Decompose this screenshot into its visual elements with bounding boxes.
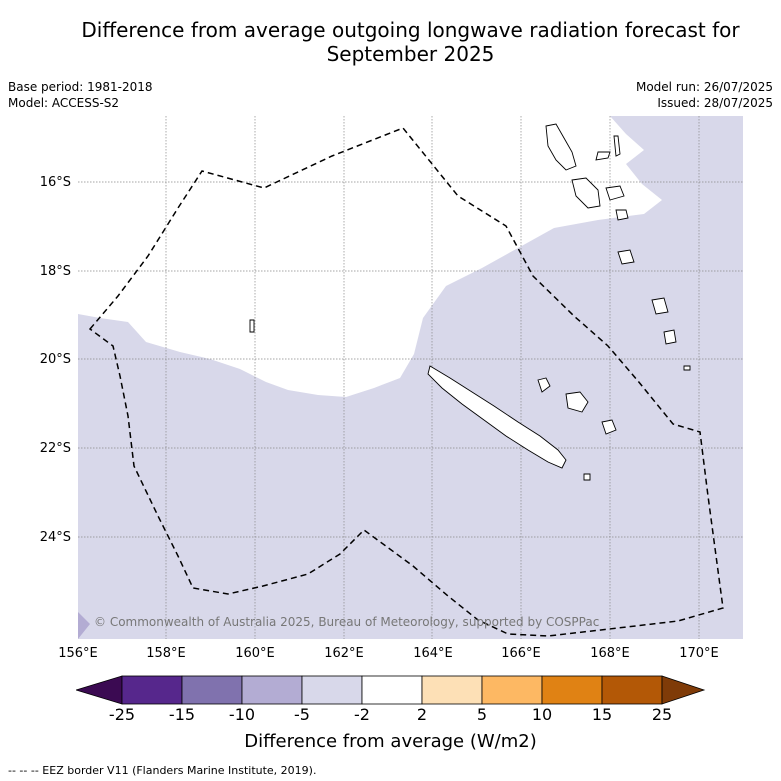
model-label: Model: ACCESS-S2	[8, 96, 120, 110]
lon-tick-162e: 162°E	[324, 646, 364, 661]
vanuatu-efate	[615, 209, 629, 221]
colorbar-bin-neg5-neg2	[301, 675, 363, 705]
colorbar-bin-neg10-neg5	[241, 675, 303, 705]
colorbar-tick-10: 10	[531, 705, 553, 724]
colorbar-tick-2: 2	[416, 705, 428, 724]
colorbar-bin-5-10	[481, 675, 543, 705]
copyright-text: © Commonwealth of Australia 2025, Bureau…	[94, 615, 599, 629]
colorbar-bin-15-25	[601, 675, 663, 705]
meta-left: Base period: 1981-2018 Model: ACCESS-S2	[8, 79, 153, 111]
lat-tick-18s: 18°S	[39, 264, 71, 279]
colorbar-tick-neg10: -10	[228, 705, 256, 724]
vanuatu-pentecost	[595, 151, 611, 161]
vanuatu-santo	[545, 123, 577, 171]
meta-right: Model run: 26/07/2025 Issued: 28/07/2025	[636, 79, 773, 111]
colorbar-bin-neg15-neg10	[181, 675, 243, 705]
vanuatu-ambrym	[605, 185, 625, 201]
colorbar-bin-10-15	[541, 675, 603, 705]
footnote-eez-source: -- -- -- EEZ border V11 (Flanders Marine…	[8, 764, 317, 777]
loyalty-island-lifou	[565, 391, 589, 413]
colorbar-tick-5: 5	[476, 705, 488, 724]
coastlines	[249, 123, 691, 481]
colorbar-bin-2-5	[421, 675, 483, 705]
isle-of-pines	[583, 473, 591, 481]
neutral-anomaly-region	[78, 116, 662, 397]
lat-tick-16s: 16°S	[39, 175, 71, 190]
colorbar-tick-neg2: -2	[354, 705, 370, 724]
colorbar	[76, 675, 706, 705]
vanuatu-aneityum	[663, 329, 677, 345]
colorbar-tick-neg25: -25	[108, 705, 136, 724]
lon-tick-158e: 158°E	[146, 646, 186, 661]
map-panel[interactable]: © Commonwealth of Australia 2025, Bureau…	[78, 116, 743, 639]
new-caledonia-island	[427, 365, 567, 469]
colorbar-tick-neg5: -5	[294, 705, 310, 724]
lat-tick-24s: 24°S	[39, 530, 71, 545]
lat-tick-20s: 20°S	[39, 352, 71, 367]
colorbar-extend-low	[76, 675, 123, 705]
colorbar-tick-25: 25	[651, 705, 673, 724]
loyalty-island-mare	[601, 419, 617, 435]
vanuatu-malakula	[571, 177, 601, 209]
lon-tick-164e: 164°E	[413, 646, 453, 661]
lon-tick-160e: 160°E	[235, 646, 275, 661]
lon-tick-168e: 168°E	[590, 646, 630, 661]
loyalty-island-ouvea	[537, 377, 551, 393]
vanuatu-erromango	[617, 249, 635, 265]
lon-tick-166e: 166°E	[501, 646, 541, 661]
vanuatu-tanna	[651, 297, 669, 315]
model-run-label: Model run: 26/07/2025	[635, 80, 773, 94]
colorbar-title: Difference from average (W/m2)	[244, 731, 537, 752]
lon-tick-156e: 156°E	[58, 646, 98, 661]
base-period-label: Base period: 1981-2018	[8, 80, 153, 94]
issued-label: Issued: 28/07/2025	[657, 96, 773, 110]
chesterfield-island	[249, 319, 255, 333]
deep-purple-corner	[78, 612, 90, 639]
colorbar-extend-high	[661, 675, 706, 705]
chart-title: Difference from average outgoing longwav…	[81, 18, 740, 66]
colorbar-bin-neg2-2	[361, 675, 423, 705]
colorbar-tick-neg15: -15	[168, 705, 196, 724]
vanuatu-maewo	[613, 135, 621, 157]
colorbar-tick-15: 15	[591, 705, 613, 724]
eez-border	[88, 127, 724, 637]
colorbar-bin-neg25-neg15	[121, 675, 183, 705]
lon-tick-170e: 170°E	[679, 646, 719, 661]
matthew-island	[683, 365, 691, 371]
lat-tick-22s: 22°S	[39, 441, 71, 456]
